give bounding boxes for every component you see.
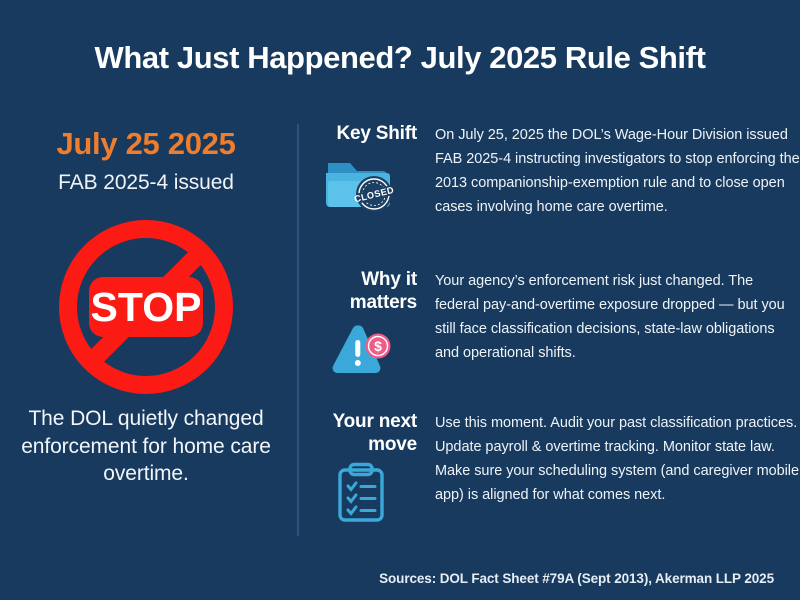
stop-sign-graphic: STOP <box>0 217 292 397</box>
page-title: What Just Happened? July 2025 Rule Shift <box>94 40 706 75</box>
section-icon-wrap: CLOSED <box>305 151 417 217</box>
section-icon-wrap <box>305 462 417 528</box>
section-label: Your next move <box>332 411 418 456</box>
right-column: Key Shift <box>305 118 800 546</box>
section-label: Key Shift <box>336 123 417 144</box>
closed-stamp: CLOSED <box>353 176 395 213</box>
section-label-column: Why it matters $ <box>305 268 427 386</box>
section-key-shift: Key Shift <box>305 122 800 219</box>
section-text: Your agency’s enforcement risk just chan… <box>435 273 785 362</box>
sources-footer: Sources: DOL Fact Sheet #79A (Sept 2013)… <box>379 571 774 586</box>
left-tagline: The DOL quietly changed enforcement for … <box>21 407 271 486</box>
section-label-column: Your next move <box>305 410 427 528</box>
effective-date-caption: FAB 2025-4 issued <box>58 171 234 194</box>
section-text: Use this moment. Audit your past classif… <box>435 415 799 504</box>
section-label: Why it matters <box>349 269 417 314</box>
left-column: July 25 2025 FAB 2025-4 issued STOP The … <box>0 118 292 546</box>
stop-label: STOP <box>91 284 202 330</box>
folder-closed-stamp-icon: CLOSED <box>326 163 395 213</box>
section-icon-wrap: $ <box>305 320 417 386</box>
warning-triangle-dollar-icon: $ <box>332 325 391 374</box>
column-divider <box>297 124 299 536</box>
stop-prohibition-icon: STOP <box>59 219 233 394</box>
content-area: July 25 2025 FAB 2025-4 issued STOP The … <box>0 118 800 546</box>
section-text: On July 25, 2025 the DOL’s Wage-Hour Div… <box>435 127 800 216</box>
section-label-column: Key Shift <box>305 122 427 219</box>
section-your-next-move: Your next move <box>305 410 800 528</box>
effective-date: July 25 2025 <box>56 126 236 161</box>
clipboard-checklist-icon <box>338 463 384 523</box>
section-why-it-matters: Why it matters $ Your agency’s enforceme… <box>305 268 800 386</box>
dollar-badge-text: $ <box>374 339 382 355</box>
